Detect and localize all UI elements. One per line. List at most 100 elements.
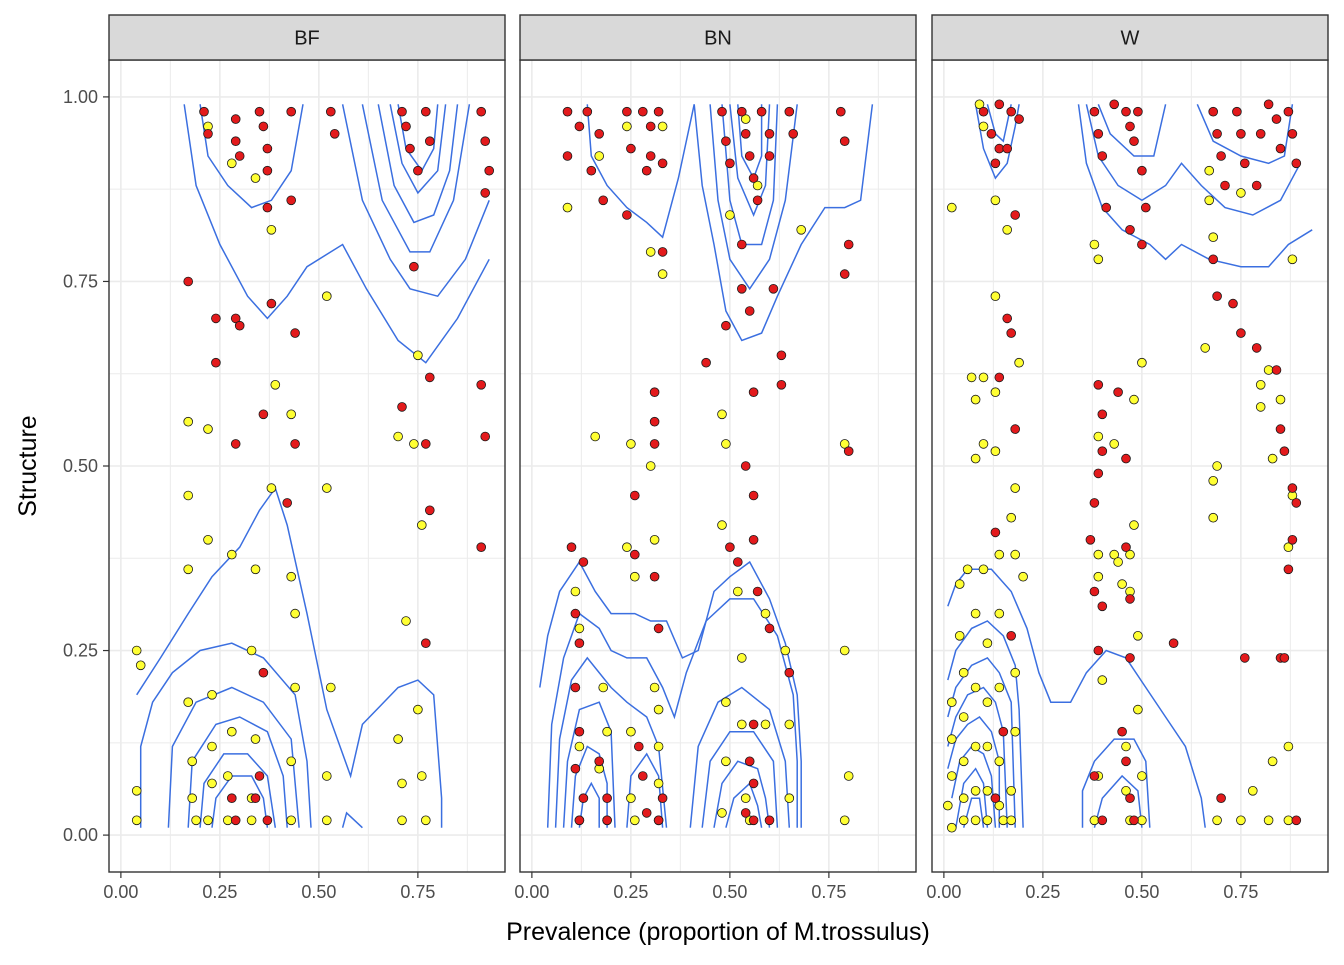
point-red — [397, 106, 407, 117]
point-red — [1097, 815, 1108, 826]
density-contours — [136, 104, 490, 829]
point-red — [1228, 298, 1238, 309]
point-yellow — [622, 121, 632, 132]
point-red — [768, 283, 779, 294]
point-yellow — [1002, 225, 1012, 235]
point-yellow — [290, 608, 300, 619]
point-red — [744, 151, 755, 161]
point-red — [1283, 106, 1294, 117]
point-yellow — [978, 439, 989, 449]
point-yellow — [1200, 343, 1210, 353]
contour-line — [377, 104, 459, 224]
point-yellow — [994, 549, 1005, 560]
point-red — [286, 106, 297, 117]
point-yellow — [416, 520, 427, 530]
point-yellow — [290, 682, 300, 693]
point-yellow — [717, 520, 727, 530]
point-yellow — [1212, 461, 1222, 471]
point-red — [476, 379, 487, 390]
point-yellow — [760, 608, 771, 619]
point-yellow — [717, 409, 727, 420]
point-red — [1279, 653, 1290, 663]
point-yellow — [784, 719, 795, 730]
point-yellow — [657, 269, 668, 279]
point-red — [641, 808, 652, 818]
point-red — [622, 106, 632, 117]
point-yellow — [946, 734, 957, 744]
point-red — [990, 158, 1001, 169]
point-red — [721, 320, 731, 331]
point-red — [1212, 291, 1222, 302]
contour-line — [341, 811, 363, 829]
x-tick-label: 0.00 — [926, 882, 961, 902]
facet-label: BF — [294, 28, 320, 50]
point-yellow — [946, 822, 957, 833]
point-red — [649, 439, 660, 449]
point-yellow — [393, 734, 403, 744]
point-yellow — [321, 483, 332, 493]
point-yellow — [416, 771, 427, 781]
point-red — [602, 815, 612, 826]
contour-line — [562, 701, 616, 828]
point-yellow — [1113, 557, 1123, 567]
point-yellow — [1137, 771, 1147, 781]
contour-line — [139, 642, 312, 828]
y-axis-title: Structure — [14, 415, 42, 516]
point-yellow — [990, 446, 1001, 457]
contour-line — [570, 745, 608, 828]
point-yellow — [1133, 704, 1143, 715]
point-red — [1089, 106, 1100, 117]
point-yellow — [732, 586, 743, 597]
point-yellow — [629, 815, 640, 826]
point-red — [409, 261, 419, 272]
contour-line — [586, 104, 695, 239]
point-yellow — [250, 734, 261, 744]
point-red — [1121, 106, 1131, 117]
point-red — [1236, 129, 1246, 139]
point-red — [1129, 815, 1139, 826]
facet-label: BN — [704, 28, 732, 50]
point-red — [843, 239, 854, 250]
point-yellow — [970, 815, 981, 826]
point-red — [234, 320, 245, 331]
point-yellow — [1236, 815, 1246, 826]
point-red — [1291, 498, 1302, 508]
point-red — [748, 173, 759, 183]
point-red — [998, 726, 1009, 737]
point-yellow — [974, 99, 985, 110]
x-axis-bn: 0.00 0.25 0.50 0.75 — [514, 872, 846, 902]
point-yellow — [839, 645, 850, 656]
point-yellow — [1018, 571, 1028, 582]
point-red — [230, 136, 241, 147]
point-red — [230, 114, 241, 124]
point-yellow — [1121, 741, 1131, 752]
point-yellow — [657, 121, 668, 132]
point-yellow — [978, 564, 989, 575]
point-red — [1137, 239, 1147, 250]
point-yellow — [1006, 512, 1016, 523]
point-red — [480, 188, 491, 198]
point-red — [1240, 653, 1250, 663]
point-yellow — [736, 653, 747, 663]
point-yellow — [409, 439, 419, 449]
point-red — [764, 623, 775, 634]
point-yellow — [626, 726, 636, 737]
point-red — [752, 586, 763, 597]
point-yellow — [653, 778, 664, 789]
point-yellow — [978, 372, 989, 383]
point-red — [1212, 129, 1222, 139]
point-red — [574, 121, 585, 132]
point-yellow — [970, 682, 981, 693]
point-red — [653, 815, 664, 826]
point-red — [986, 129, 997, 139]
point-red — [748, 815, 759, 826]
point-red — [1279, 446, 1290, 457]
point-yellow — [839, 439, 850, 449]
point-yellow — [250, 564, 261, 575]
point-red — [1093, 379, 1104, 390]
point-yellow — [1129, 520, 1139, 530]
point-red — [1275, 143, 1286, 154]
contour-line — [546, 598, 798, 828]
point-red — [570, 682, 581, 693]
point-yellow — [721, 439, 731, 449]
